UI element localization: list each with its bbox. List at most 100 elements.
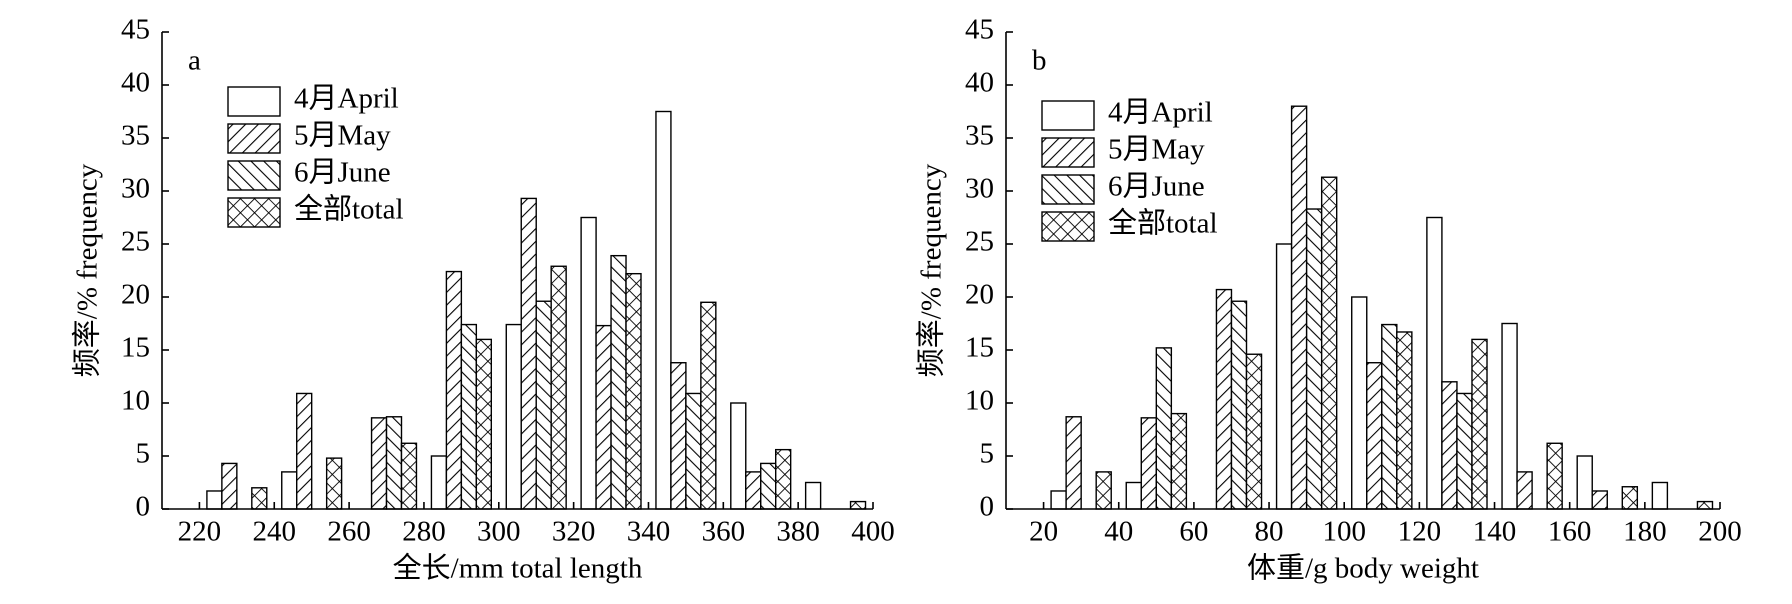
- panel-label: a: [188, 45, 201, 77]
- bar: [400, 442, 418, 510]
- x-tick-label: 380: [776, 516, 820, 548]
- bar: [745, 471, 762, 510]
- y-tick-label: 40: [121, 67, 150, 99]
- bar: [1245, 353, 1263, 510]
- bar: [610, 254, 627, 510]
- legend-label: 4月April: [1108, 97, 1213, 129]
- bar: [1050, 490, 1067, 510]
- bar: [1621, 486, 1639, 510]
- x-tick-label: 80: [1255, 516, 1284, 548]
- bar: [700, 301, 717, 510]
- bar: [221, 462, 238, 510]
- bar: [1396, 331, 1413, 510]
- bar: [1170, 412, 1188, 510]
- bar: [370, 417, 388, 510]
- y-tick-label: 10: [965, 385, 994, 417]
- x-tick-label: 180: [1623, 516, 1667, 548]
- y-tick-label: 15: [965, 332, 994, 364]
- bar: [1546, 442, 1563, 510]
- bar: [775, 448, 792, 510]
- y-tick-label: 40: [965, 67, 994, 99]
- y-axis-label: 频率/% frequency: [71, 163, 104, 377]
- bar: [1366, 362, 1383, 510]
- y-tick-label: 45: [965, 14, 994, 46]
- bar: [1381, 323, 1398, 510]
- x-tick-label: 240: [253, 516, 297, 548]
- bar: [685, 392, 702, 510]
- x-tick-label: 100: [1322, 516, 1366, 548]
- x-tick-label: 120: [1398, 516, 1442, 548]
- bar: [1696, 500, 1714, 510]
- bar: [1305, 208, 1323, 510]
- x-tick-label: 140: [1473, 516, 1517, 548]
- bar: [445, 270, 463, 510]
- x-tick-label: 40: [1104, 516, 1133, 548]
- bar: [625, 272, 642, 510]
- legend-label: 6月June: [1108, 171, 1205, 203]
- x-axis-label: 体重/g body weight: [1247, 552, 1479, 585]
- legend-label: 5月May: [1108, 134, 1205, 166]
- legend-label: 全部total: [294, 193, 404, 226]
- bar: [550, 265, 567, 510]
- y-tick-label: 30: [121, 173, 150, 205]
- bar: [430, 455, 448, 510]
- x-tick-label: 320: [552, 516, 596, 548]
- bar: [1426, 216, 1443, 510]
- y-tick-label: 15: [121, 332, 150, 364]
- bar: [1591, 490, 1608, 510]
- x-tick-label: 340: [627, 516, 671, 548]
- y-tick-label: 5: [980, 438, 995, 470]
- bar: [281, 471, 298, 510]
- legend-label: 6月June: [294, 157, 391, 189]
- legend-swatch: [1041, 137, 1095, 168]
- y-tick-label: 45: [121, 14, 150, 46]
- legend-label: 全部total: [1108, 207, 1218, 240]
- bar: [325, 457, 343, 510]
- y-axis-label: 频率/% frequency: [915, 163, 948, 377]
- legend-swatch: [1041, 174, 1095, 205]
- x-tick-label: 300: [477, 516, 521, 548]
- bar: [1471, 338, 1488, 510]
- bar: [1501, 322, 1518, 510]
- x-tick-label: 160: [1548, 516, 1592, 548]
- y-tick-label: 5: [136, 438, 151, 470]
- bar: [595, 324, 612, 510]
- y-tick-label: 35: [121, 120, 150, 152]
- y-tick-label: 20: [121, 279, 150, 311]
- bar: [1516, 471, 1533, 510]
- y-tick-label: 25: [965, 226, 994, 258]
- bar: [251, 487, 268, 510]
- bar: [475, 338, 493, 510]
- x-tick-label: 280: [402, 516, 446, 548]
- y-tick-label: 0: [980, 491, 995, 523]
- bar: [535, 300, 552, 510]
- y-tick-label: 25: [121, 226, 150, 258]
- legend-swatch: [227, 86, 281, 117]
- bar: [1125, 481, 1142, 510]
- y-tick-label: 20: [965, 279, 994, 311]
- y-tick-label: 0: [136, 491, 151, 523]
- bar: [1290, 105, 1308, 510]
- x-tick-label: 20: [1029, 516, 1058, 548]
- bar: [1351, 296, 1368, 510]
- bar: [655, 110, 672, 510]
- bar: [1456, 392, 1473, 510]
- x-tick-label: 360: [702, 516, 746, 548]
- bar: [730, 402, 747, 510]
- legend-label: 4月April: [294, 83, 399, 115]
- bar: [1095, 471, 1112, 510]
- x-tick-label: 260: [327, 516, 371, 548]
- x-tick-label: 60: [1179, 516, 1208, 548]
- x-axis-label: 全长/mm total length: [393, 552, 643, 585]
- bar: [1155, 347, 1173, 510]
- bar: [385, 416, 403, 510]
- bar: [1651, 481, 1669, 510]
- bar: [1275, 243, 1293, 510]
- bar: [1215, 288, 1233, 510]
- legend-swatch: [1041, 100, 1095, 131]
- bar: [1065, 416, 1082, 510]
- bar: [460, 323, 478, 510]
- bar: [296, 392, 313, 510]
- legend-swatch: [227, 197, 281, 228]
- bar: [520, 197, 537, 510]
